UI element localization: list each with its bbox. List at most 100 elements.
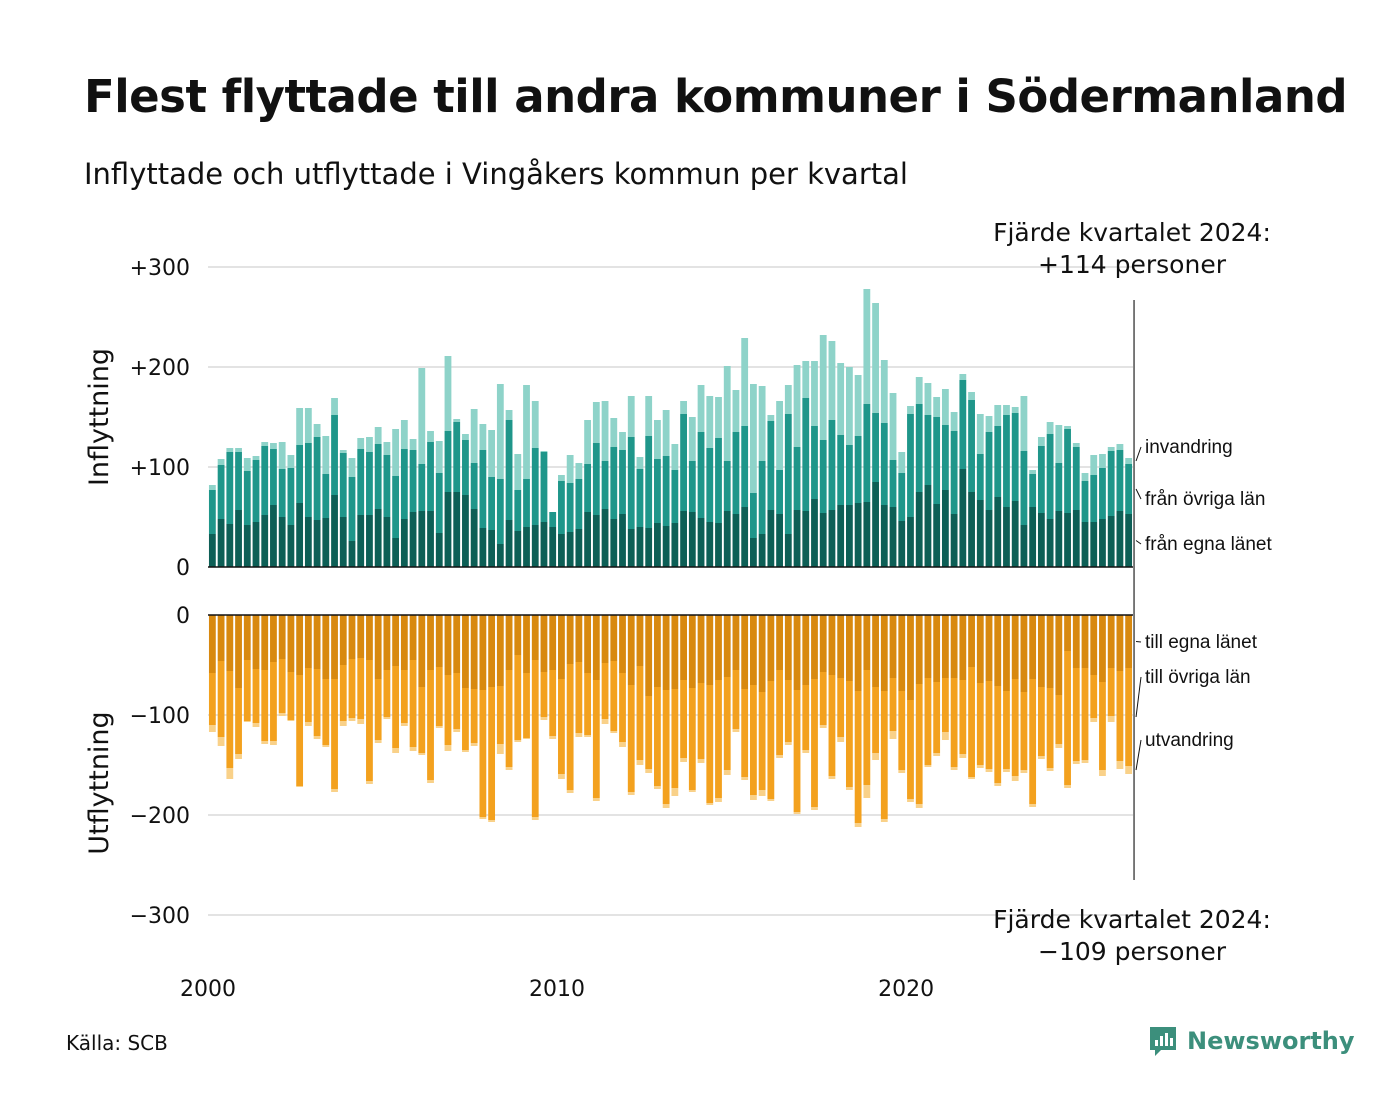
bar-out-0 — [811, 615, 818, 679]
bar-in-0 — [758, 534, 766, 567]
bar-in-2 — [270, 443, 277, 449]
bar-in-1 — [898, 473, 906, 521]
bar-out-1 — [959, 680, 967, 754]
bar-in-0 — [933, 504, 941, 567]
bar-in-0 — [488, 530, 496, 567]
bar-in-1 — [558, 481, 565, 534]
bar-in-2 — [697, 385, 705, 432]
bar-out-2 — [889, 731, 897, 739]
bar-out-2 — [819, 725, 827, 728]
bar-in-1 — [339, 453, 347, 517]
bar-in-2 — [1125, 458, 1133, 464]
bar-out-2 — [400, 723, 408, 726]
bar-in-1 — [444, 431, 452, 492]
bar-in-1 — [985, 432, 993, 510]
bar-out-1 — [1037, 687, 1045, 756]
bar-in-0 — [217, 519, 225, 567]
bar-out-0 — [1064, 615, 1071, 651]
bar-out-0 — [479, 615, 487, 690]
bar-out-2 — [601, 719, 609, 724]
bar-out-2 — [811, 807, 818, 810]
bar-in-1 — [627, 437, 635, 529]
bar-out-0 — [924, 615, 932, 678]
chart-subtitle: Inflyttade och utflyttade i Vingåkers ko… — [84, 157, 908, 191]
bar-in-0 — [1072, 510, 1080, 567]
bar-in-0 — [374, 509, 382, 567]
logo-text: Newsworthy — [1187, 1027, 1355, 1055]
bar-in-2 — [427, 431, 434, 442]
bar-out-2 — [261, 741, 269, 744]
bar-out-1 — [828, 675, 836, 776]
bar-out-2 — [488, 820, 496, 822]
bar-out-0 — [680, 615, 687, 680]
bar-in-1 — [479, 450, 487, 528]
bar-in-1 — [235, 452, 242, 510]
bar-out-2 — [479, 817, 487, 819]
bar-in-1 — [252, 460, 260, 522]
bar-out-1 — [758, 692, 766, 790]
bar-in-1 — [828, 420, 836, 510]
bar-out-2 — [924, 765, 932, 767]
bar-out-0 — [366, 615, 373, 660]
bar-out-0 — [339, 615, 347, 665]
bar-out-2 — [898, 770, 906, 773]
bar-out-1 — [1081, 668, 1089, 760]
bar-out-0 — [566, 615, 574, 664]
bar-out-1 — [898, 691, 906, 770]
bar-in-0 — [409, 512, 417, 567]
bar-in-1 — [366, 452, 373, 515]
out-leader — [1135, 739, 1142, 771]
bar-out-1 — [750, 685, 757, 795]
bar-out-1 — [592, 680, 600, 798]
y-tick-label-in: +300 — [130, 256, 190, 281]
bar-out-0 — [505, 615, 513, 670]
bar-in-1 — [566, 483, 574, 532]
bar-in-1 — [933, 417, 941, 504]
bar-out-0 — [610, 615, 618, 661]
bar-out-2 — [854, 823, 862, 827]
bar-out-2 — [697, 759, 705, 763]
bar-in-2 — [208, 485, 216, 490]
bar-out-2 — [470, 743, 478, 746]
bar-in-0 — [662, 526, 670, 567]
bar-out-0 — [898, 615, 906, 691]
bar-out-1 — [723, 677, 731, 770]
bar-out-0 — [976, 615, 984, 683]
bar-in-0 — [1046, 519, 1054, 567]
bar-out-1 — [1107, 668, 1115, 716]
bar-out-1 — [924, 678, 932, 765]
bar-in-1 — [619, 450, 626, 514]
bar-out-2 — [985, 769, 993, 772]
bar-in-2 — [1020, 396, 1028, 451]
bar-out-2 — [409, 747, 417, 751]
bar-out-0 — [243, 615, 251, 660]
bar-out-2 — [610, 731, 618, 733]
bar-out-0 — [462, 615, 469, 688]
y-axis-title-in: Inflyttning — [84, 348, 115, 486]
bar-out-2 — [654, 786, 661, 789]
bar-out-0 — [261, 615, 269, 670]
bar-out-1 — [270, 662, 277, 741]
bar-in-1 — [1125, 464, 1133, 514]
bar-out-0 — [549, 615, 557, 670]
bar-out-0 — [496, 615, 504, 686]
bar-out-2 — [732, 729, 740, 732]
bar-in-0 — [872, 482, 879, 567]
bar-out-1 — [889, 678, 897, 731]
bar-in-2 — [1107, 447, 1115, 451]
bar-out-0 — [304, 615, 312, 668]
bar-in-1 — [418, 464, 426, 511]
bar-in-0 — [636, 527, 644, 567]
bar-out-2 — [636, 760, 644, 765]
bar-in-2 — [880, 360, 888, 423]
bar-in-2 — [907, 406, 914, 414]
bar-out-1 — [339, 665, 347, 721]
bar-in-0 — [270, 505, 277, 567]
bar-in-1 — [523, 479, 530, 527]
bar-out-2 — [592, 798, 600, 801]
bar-out-2 — [505, 767, 513, 770]
bar-in-2 — [313, 424, 321, 437]
bar-in-0 — [208, 534, 216, 567]
bar-in-1 — [208, 490, 216, 534]
bar-out-0 — [1107, 615, 1115, 668]
